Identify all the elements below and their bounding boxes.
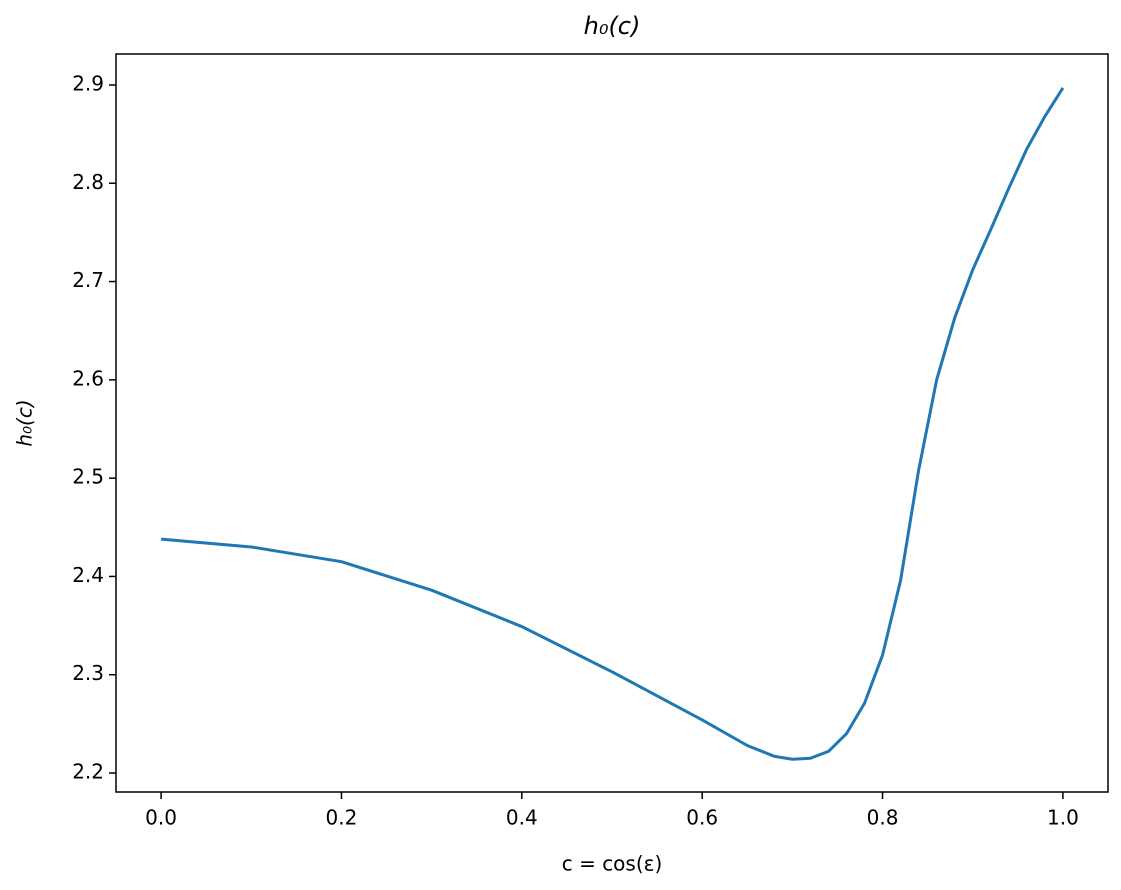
x-tick-label: 0.8: [867, 806, 899, 830]
x-tick-label: 0.0: [145, 806, 177, 830]
y-tick-label: 2.6: [72, 366, 104, 390]
y-tick-label: 2.3: [72, 661, 104, 685]
x-tick-label: 1.0: [1047, 806, 1079, 830]
chart-title: h₀(c): [584, 12, 641, 40]
plot-frame: [115, 53, 1109, 793]
y-tick-label: 2.8: [72, 170, 104, 194]
y-tick-label: 2.2: [72, 760, 104, 784]
y-axis-label: h₀(c): [13, 399, 37, 446]
y-tick-label: 2.5: [72, 465, 104, 489]
data-line: [160, 87, 1065, 761]
x-tick-label: 0.4: [506, 806, 538, 830]
x-tick-label: 0.2: [326, 806, 358, 830]
y-tick-label: 2.7: [72, 268, 104, 292]
y-tick-label: 2.4: [72, 563, 104, 587]
x-axis-label: c = cos(ε): [562, 852, 663, 876]
x-tick-label: 0.6: [686, 806, 718, 830]
y-tick-label: 2.9: [72, 71, 104, 95]
